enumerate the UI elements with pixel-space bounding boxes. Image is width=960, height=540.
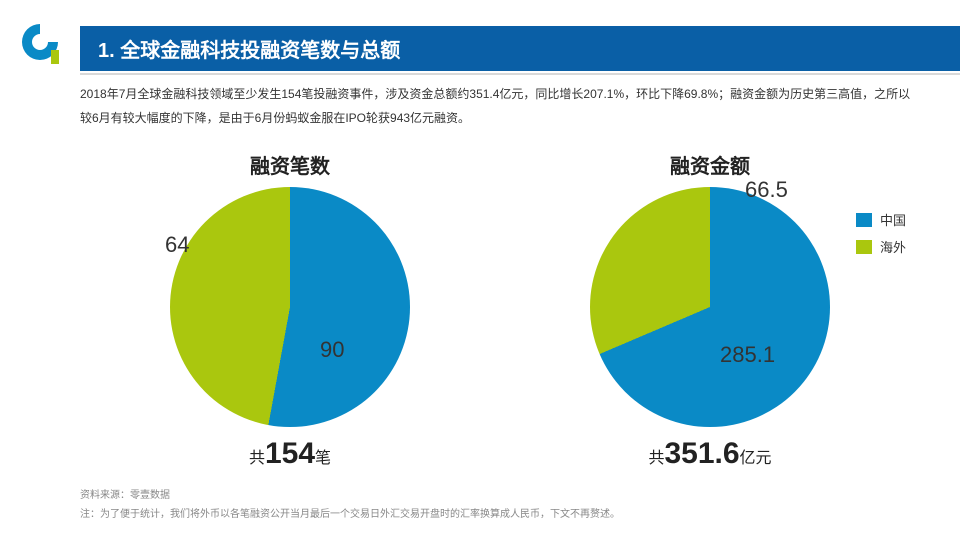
amount-slice-label-china: 285.1 — [720, 342, 775, 368]
amount-bottom-suffix: 亿元 — [740, 450, 772, 467]
footnote-note: 注：为了便于统计，我们将外币以各笔融资公开当月最后一个交易日外汇交易开盘时的汇率… — [80, 505, 620, 524]
legend-swatch-china — [856, 213, 872, 227]
amount-bottom-prefix: 共 — [648, 450, 664, 467]
amount-chart-title: 融资金额 — [670, 150, 750, 179]
charts-row: 融资笔数 90 64 共154笔 融资金额 285.1 66.5 共351.6亿… — [80, 150, 920, 480]
count-pie — [170, 187, 410, 427]
title-bar: 1. 全球金融科技投融资笔数与总额 — [80, 26, 960, 75]
amount-slice-label-overseas: 66.5 — [745, 177, 788, 203]
description-text: 2018年7月全球金融科技领域至少发生154笔投融资事件，涉及资金总额约351.… — [80, 82, 920, 130]
amount-pie-wrap: 285.1 66.5 — [590, 187, 830, 427]
amount-chart-col: 融资金额 285.1 66.5 共351.6亿元 中国 海外 — [500, 150, 920, 480]
legend-item-overseas: 海外 — [856, 237, 906, 256]
brand-logo — [18, 20, 62, 64]
page-title: 1. 全球金融科技投融资笔数与总额 — [80, 26, 960, 71]
amount-bottom-big: 351.6 — [664, 437, 739, 470]
legend-item-china: 中国 — [856, 210, 906, 229]
count-pie-wrap: 90 64 — [170, 187, 410, 427]
count-bottom-prefix: 共 — [249, 450, 265, 467]
amount-bottom-text: 共351.6亿元 — [648, 437, 771, 471]
count-bottom-text: 共154笔 — [249, 437, 331, 471]
legend: 中国 海外 — [856, 210, 906, 264]
legend-swatch-overseas — [856, 240, 872, 254]
legend-label-china: 中国 — [880, 210, 906, 229]
count-bottom-big: 154 — [265, 437, 315, 470]
footnotes: 资料来源：零壹数据 注：为了便于统计，我们将外币以各笔融资公开当月最后一个交易日… — [80, 486, 620, 524]
footnote-source: 资料来源：零壹数据 — [80, 486, 620, 505]
count-slice-label-overseas: 64 — [165, 232, 189, 258]
count-chart-title: 融资笔数 — [250, 150, 330, 179]
title-underline — [80, 73, 960, 75]
count-slice-label-china: 90 — [320, 337, 344, 363]
legend-label-overseas: 海外 — [880, 237, 906, 256]
count-bottom-suffix: 笔 — [315, 450, 331, 467]
count-chart-col: 融资笔数 90 64 共154笔 — [80, 150, 500, 480]
amount-pie — [590, 187, 830, 427]
